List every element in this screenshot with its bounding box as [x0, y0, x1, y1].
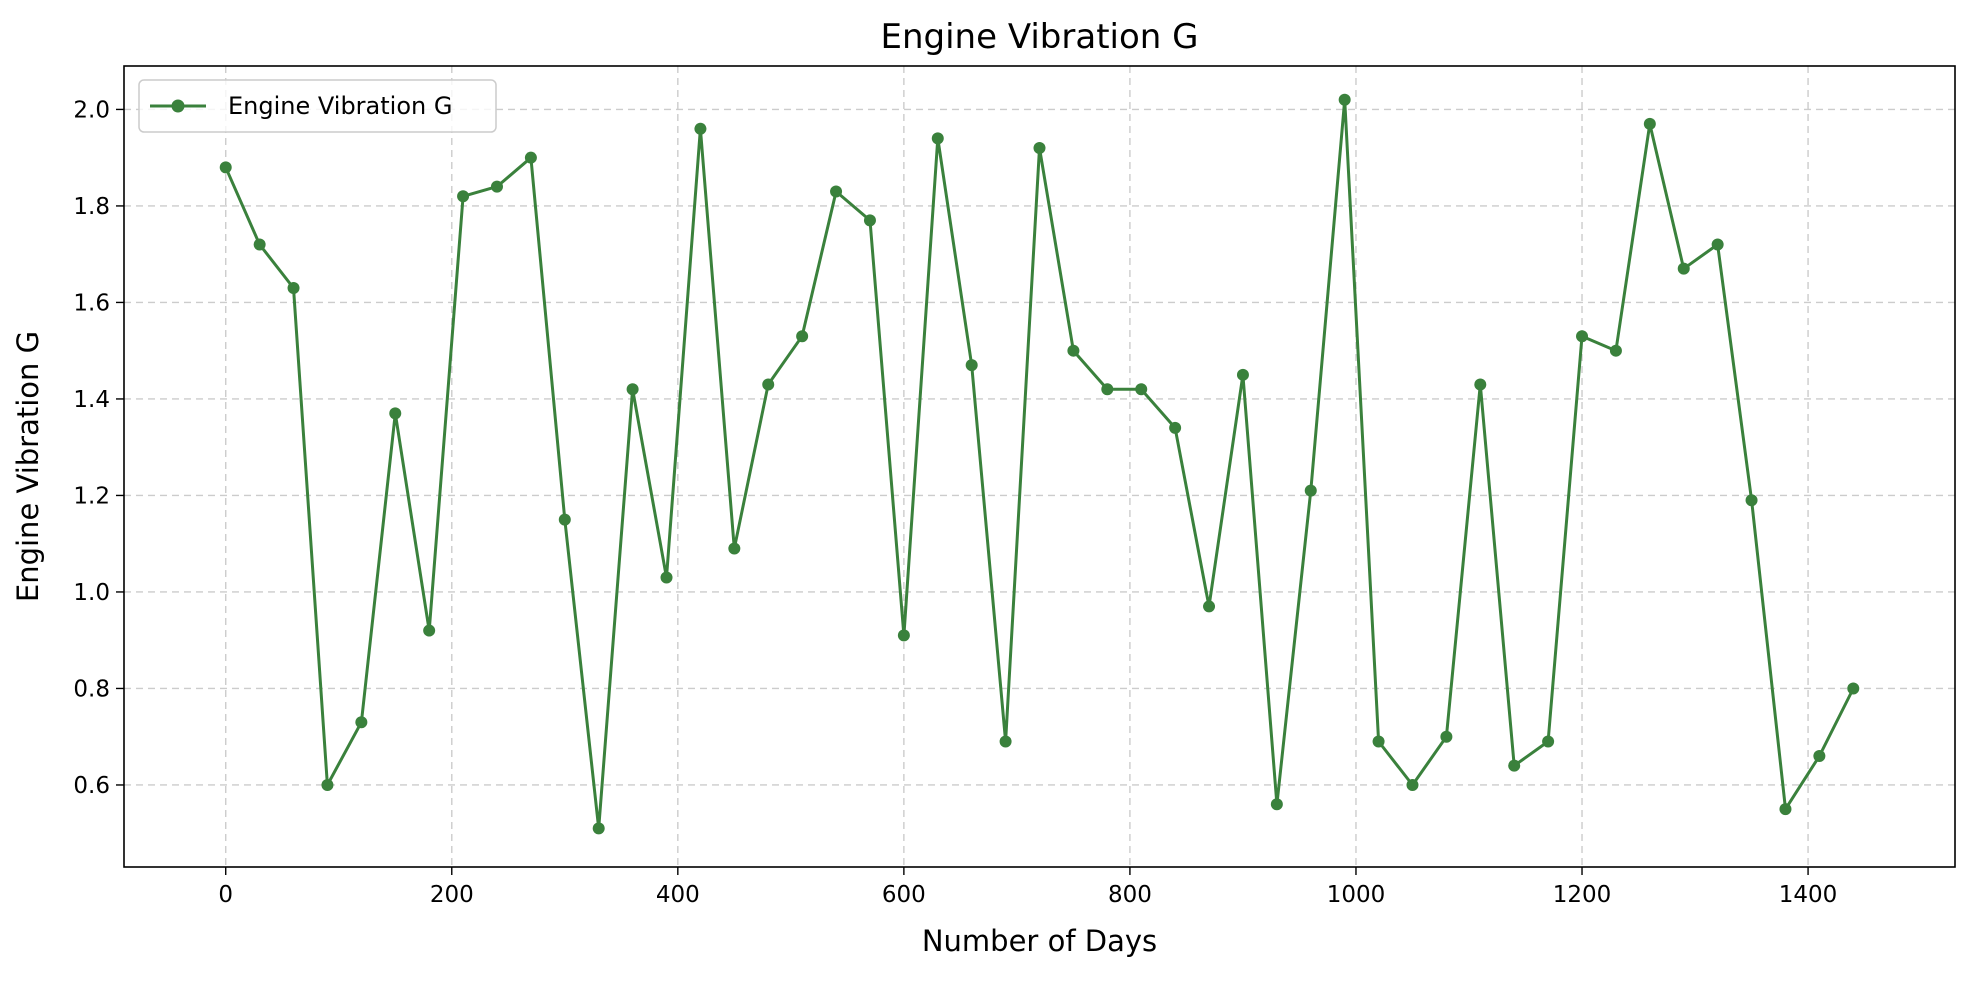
data-point [1609, 344, 1622, 357]
y-tick-label: 1.0 [73, 580, 110, 606]
x-tick-label: 800 [1108, 882, 1152, 908]
data-point [1847, 682, 1860, 695]
legend-label: Engine Vibration G [228, 92, 452, 120]
data-point [999, 735, 1012, 748]
data-point [965, 359, 978, 372]
data-point [1101, 383, 1114, 396]
data-point [694, 122, 707, 135]
data-point [1406, 778, 1419, 791]
data-point [728, 542, 741, 555]
data-point [1542, 735, 1555, 748]
data-point [897, 629, 910, 642]
data-point [1779, 803, 1792, 816]
grid-lines [124, 66, 1955, 867]
data-point [1203, 600, 1216, 613]
data-point [1745, 494, 1758, 507]
data-point [423, 624, 436, 637]
data-point [796, 330, 809, 343]
chart-title: Engine Vibration G [881, 17, 1199, 57]
x-tick-label: 1000 [1327, 882, 1386, 908]
y-axis-ticks: 0.6 0.8 1.0 1.2 1.4 1.6 1.8 2.0 [73, 97, 124, 799]
data-point [1677, 262, 1690, 275]
y-tick-label: 1.2 [73, 483, 110, 509]
data-point [1372, 735, 1385, 748]
data-point [1236, 368, 1249, 381]
legend: Engine Vibration G [138, 79, 497, 133]
data-point [558, 513, 571, 526]
x-axis-label: Number of Days [922, 924, 1157, 958]
data-point [592, 822, 605, 835]
y-tick-label: 1.6 [73, 290, 110, 316]
x-tick-label: 200 [430, 882, 474, 908]
data-point [830, 185, 843, 198]
data-point [1813, 750, 1826, 763]
data-point [1576, 330, 1589, 343]
y-tick-label: 1.4 [73, 387, 110, 413]
x-tick-label: 600 [882, 882, 926, 908]
data-point [457, 190, 470, 203]
data-point [931, 132, 944, 145]
plot-area-frame [123, 65, 1956, 868]
data-point [1304, 484, 1317, 497]
data-point [1711, 238, 1724, 251]
data-point [1169, 421, 1182, 434]
data-point [1508, 759, 1521, 772]
data-point [1135, 383, 1148, 396]
data-point [219, 161, 232, 174]
x-tick-label: 0 [218, 882, 233, 908]
data-point [321, 778, 334, 791]
data-point [863, 214, 876, 227]
data-point [626, 383, 639, 396]
y-tick-label: 2.0 [73, 97, 110, 123]
y-axis-label: Engine Vibration G [11, 331, 45, 602]
data-point [1643, 117, 1656, 130]
data-point [253, 238, 266, 251]
y-tick-label: 1.8 [73, 194, 110, 220]
y-tick-label: 0.6 [73, 773, 110, 799]
x-tick-label: 400 [656, 882, 700, 908]
data-point [490, 180, 503, 193]
x-tick-label: 1400 [1779, 882, 1838, 908]
data-point [660, 571, 673, 584]
data-point [1474, 378, 1487, 391]
y-tick-label: 0.8 [73, 676, 110, 702]
data-point [1067, 344, 1080, 357]
x-tick-label: 1200 [1553, 882, 1612, 908]
data-point [524, 151, 537, 164]
data-point [1270, 798, 1283, 811]
data-point [1033, 142, 1046, 155]
legend-box [138, 79, 497, 133]
data-point [1440, 730, 1453, 743]
data-point [1338, 93, 1351, 106]
legend-marker-swatch [171, 99, 185, 113]
data-point [389, 407, 402, 420]
x-axis-ticks: 0 200 400 600 800 1000 1200 1400 [218, 867, 1837, 908]
series-engine-vibration-g [219, 93, 1860, 835]
data-point [355, 716, 368, 729]
data-point [762, 378, 775, 391]
data-point [287, 281, 300, 294]
